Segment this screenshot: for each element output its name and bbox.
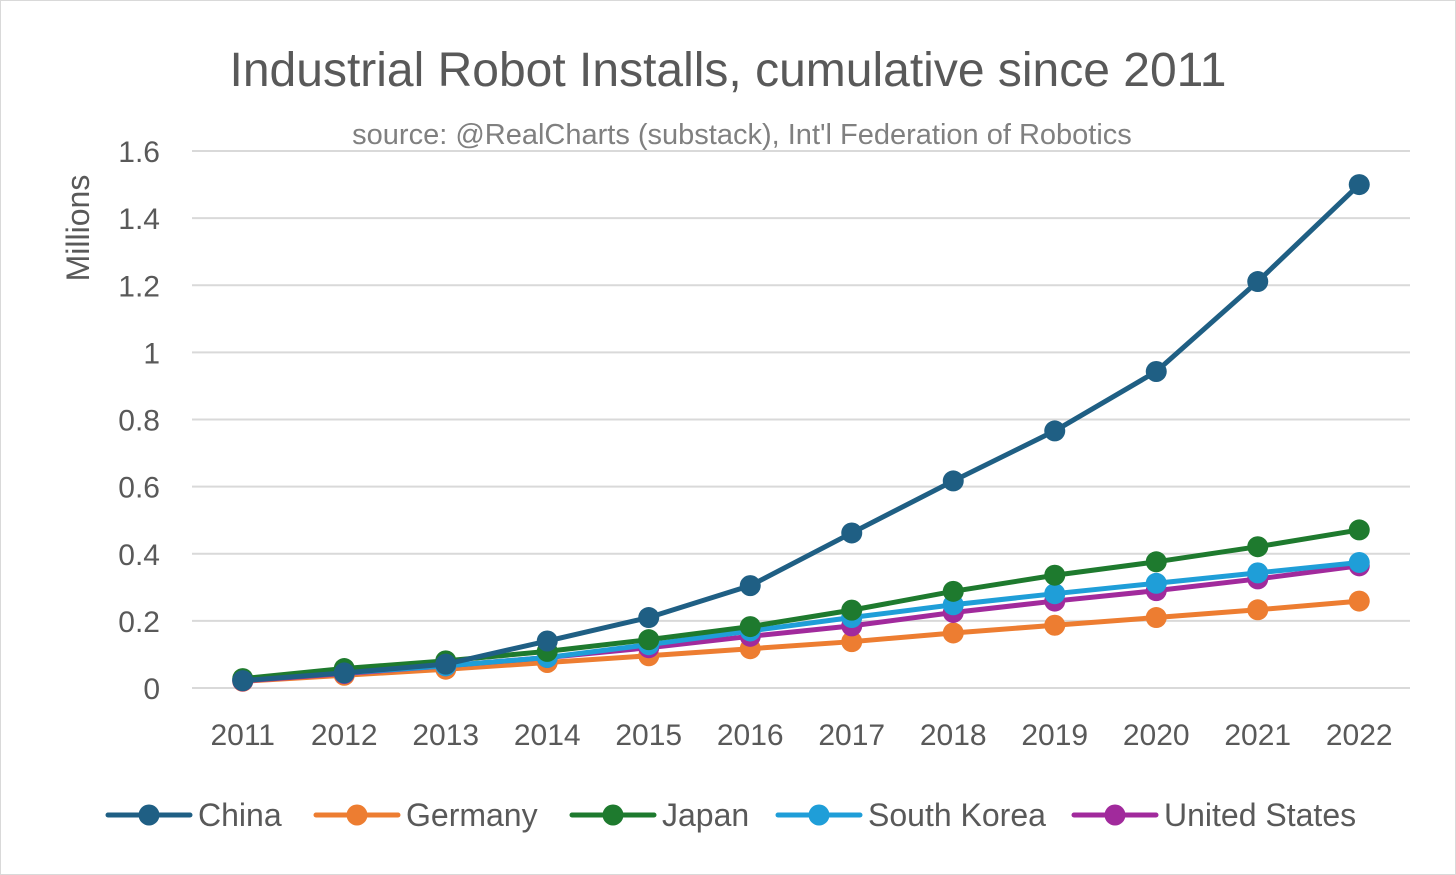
x-tick-label: 2013	[412, 719, 479, 752]
data-point-japan	[1145, 551, 1167, 573]
x-tick-label: 2011	[210, 719, 275, 752]
data-point-china	[1348, 174, 1370, 196]
series-line-japan	[240, 527, 1362, 682]
y-tick-label: 1	[143, 337, 160, 370]
x-tick-label: 2012	[311, 719, 378, 752]
data-point-china	[942, 470, 964, 492]
x-tick-label: 2017	[818, 719, 885, 752]
series-lines	[232, 174, 1370, 692]
x-tick-label: 2016	[717, 719, 784, 752]
chart-subtitle: source: @RealCharts (substack), Int'l Fe…	[352, 119, 1132, 151]
data-point-south-korea	[1247, 562, 1269, 584]
legend-item-china: China	[105, 797, 282, 833]
y-tick-label: 1.6	[118, 136, 160, 169]
data-point-japan	[942, 580, 964, 602]
data-point-china	[435, 653, 457, 675]
legend-item-japan: Japan	[569, 797, 749, 833]
y-tick-label: 0	[143, 673, 160, 706]
data-point-japan	[1044, 564, 1066, 586]
data-point-china	[333, 662, 355, 684]
y-tick-label: 0.6	[118, 472, 160, 505]
data-point-japan	[841, 599, 863, 621]
legend-swatch-marker	[346, 804, 368, 826]
series-line-germany	[240, 598, 1362, 684]
series-germany	[232, 590, 1370, 692]
data-point-china	[232, 670, 254, 692]
legend-item-south-korea: South Korea	[775, 797, 1046, 833]
data-point-germany	[942, 622, 964, 644]
data-point-germany	[1247, 599, 1269, 621]
data-point-china	[1145, 361, 1167, 383]
data-point-south-korea	[1348, 551, 1370, 573]
series-china	[232, 174, 1370, 692]
x-tick-labels: 2011 2012 2013 2014 2015 2016 2017 2018 2019 2020…	[210, 719, 1392, 752]
legend-item-united-states: United States	[1071, 797, 1356, 833]
x-tick-label: 2015	[615, 719, 682, 752]
data-point-japan	[1247, 536, 1269, 558]
y-axis-label: Millions	[60, 175, 96, 282]
x-tick-label: 2022	[1326, 719, 1393, 752]
legend-label: United States	[1164, 797, 1356, 833]
legend-swatch-marker	[602, 804, 624, 826]
legend-swatch-marker	[808, 804, 830, 826]
data-point-china	[536, 630, 558, 652]
legend-swatch-marker	[138, 804, 160, 826]
data-point-japan	[638, 629, 660, 651]
data-point-china	[739, 575, 761, 597]
series-japan	[232, 519, 1370, 690]
chart-title: Industrial Robot Installs, cumulative si…	[230, 44, 1227, 97]
data-point-japan	[739, 616, 761, 638]
y-tick-label: 0.8	[118, 405, 160, 438]
data-point-china	[1044, 420, 1066, 442]
data-point-germany	[1145, 607, 1167, 629]
data-point-south-korea	[1145, 572, 1167, 594]
x-tick-label: 2019	[1021, 719, 1088, 752]
data-point-germany	[1044, 614, 1066, 636]
x-tick-label: 2014	[514, 719, 581, 752]
series-line-china	[240, 182, 1362, 684]
y-tick-labels: 0 0.2 0.4 0.6 0.8 1 1.2 1.4 1.6	[118, 136, 160, 706]
legend-swatch-marker	[1104, 804, 1126, 826]
legend: China Germany Japan South Korea United State…	[105, 797, 1356, 833]
y-tick-label: 0.2	[118, 606, 160, 639]
x-tick-label: 2021	[1224, 719, 1291, 752]
data-point-china	[638, 607, 660, 629]
legend-label: Japan	[662, 797, 749, 833]
y-tick-label: 0.4	[118, 539, 160, 572]
data-point-china	[841, 522, 863, 544]
data-point-china	[1247, 271, 1269, 293]
legend-label: South Korea	[868, 797, 1046, 833]
x-tick-label: 2018	[920, 719, 987, 752]
legend-label: China	[198, 797, 282, 833]
x-tick-label: 2020	[1123, 719, 1190, 752]
y-tick-label: 1.4	[118, 203, 160, 236]
legend-item-germany: Germany	[313, 797, 538, 833]
data-point-germany	[841, 631, 863, 653]
legend-label: Germany	[406, 797, 538, 833]
data-point-japan	[1348, 519, 1370, 541]
data-point-south-korea	[1044, 583, 1066, 605]
gridlines	[192, 150, 1410, 689]
y-tick-label: 1.2	[118, 270, 160, 303]
data-point-germany	[1348, 590, 1370, 612]
